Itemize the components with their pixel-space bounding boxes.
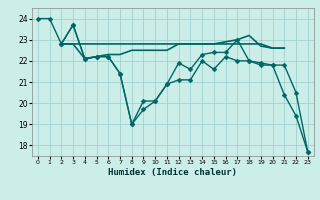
X-axis label: Humidex (Indice chaleur): Humidex (Indice chaleur) xyxy=(108,168,237,177)
